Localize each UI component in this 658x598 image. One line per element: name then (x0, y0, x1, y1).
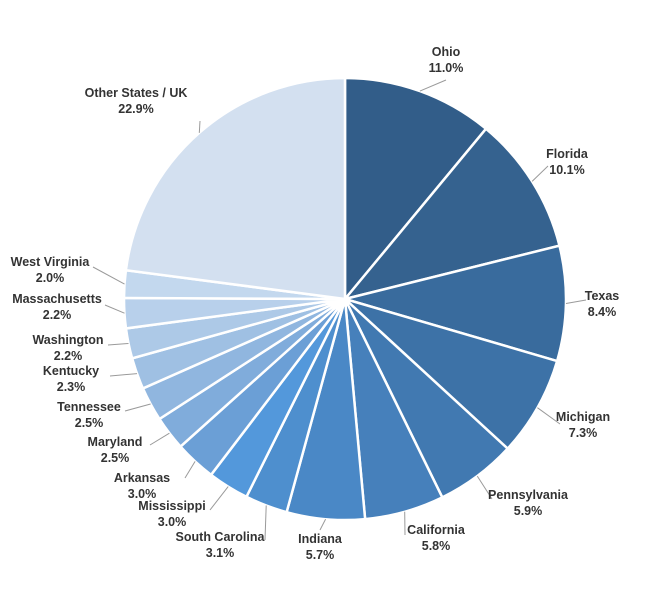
leader-line (109, 373, 138, 377)
leader-line (531, 165, 549, 182)
slice-label-value: 3.0% (128, 487, 157, 501)
leader-line (104, 304, 125, 314)
leader-line (149, 432, 170, 446)
pie-slice (124, 76, 347, 301)
leader-line (184, 461, 196, 479)
slice-label-name: Arkansas (114, 471, 170, 485)
leader-line (124, 403, 151, 412)
leader-line (107, 343, 129, 346)
slice-label-value: 10.1% (549, 163, 584, 177)
slice-label-value: 3.0% (158, 515, 187, 529)
slice-label-name: Maryland (88, 435, 143, 449)
leader-line (476, 475, 493, 500)
pie-slices (122, 76, 568, 522)
slice-label-name: California (407, 523, 466, 537)
slice-label-name: Florida (546, 147, 589, 161)
slice-label-value: 2.2% (43, 308, 72, 322)
leader-line (419, 79, 447, 92)
slice-label-value: 3.1% (206, 546, 235, 560)
slice-label-name: Indiana (298, 532, 343, 546)
slice-label-name: Ohio (432, 45, 461, 59)
slice-label-value: 5.7% (306, 548, 335, 562)
slice-label-name: Kentucky (43, 364, 99, 378)
leader-line (264, 505, 267, 541)
slice-label-value: 8.4% (588, 305, 617, 319)
leader-lines (92, 79, 587, 541)
slice-label-name: Michigan (556, 410, 610, 424)
pie-slice (343, 76, 488, 303)
pie-slice (344, 297, 559, 451)
pie-slice (340, 244, 568, 363)
slice-label-name: Washington (32, 333, 103, 347)
slice-label-value: 2.2% (54, 349, 83, 363)
leader-line (537, 407, 561, 425)
slice-label-value: 11.0% (429, 61, 464, 75)
slice-label-value: 2.5% (101, 451, 130, 465)
slice-label-value: 2.3% (57, 380, 86, 394)
slice-labels: Ohio 11.0% Florida 10.1% Texas 8.4% Michigan 7.… (11, 45, 620, 562)
leader-line (209, 486, 229, 511)
slice-label-name: South Carolina (176, 530, 266, 544)
slice-label-name: Mississippi (138, 499, 205, 513)
slice-label-value: 2.0% (36, 271, 65, 285)
leader-line (198, 120, 201, 133)
leader-line (319, 518, 327, 531)
slice-label-name: West Virginia (11, 255, 91, 269)
slice-label-name: Other States / UK (85, 86, 188, 100)
leader-line (92, 266, 125, 285)
slice-label-name: Massachusetts (12, 292, 102, 306)
slice-label-name: Pennsylvania (488, 488, 569, 502)
slice-label-name: Tennessee (57, 400, 121, 414)
slice-label-name: Texas (585, 289, 620, 303)
leader-line (565, 299, 587, 304)
slice-label-value: 22.9% (118, 102, 153, 116)
slice-label-value: 7.3% (569, 426, 598, 440)
slice-label-value: 2.5% (75, 416, 104, 430)
slice-label-value: 5.8% (422, 539, 451, 553)
slice-label-value: 5.9% (514, 504, 543, 518)
